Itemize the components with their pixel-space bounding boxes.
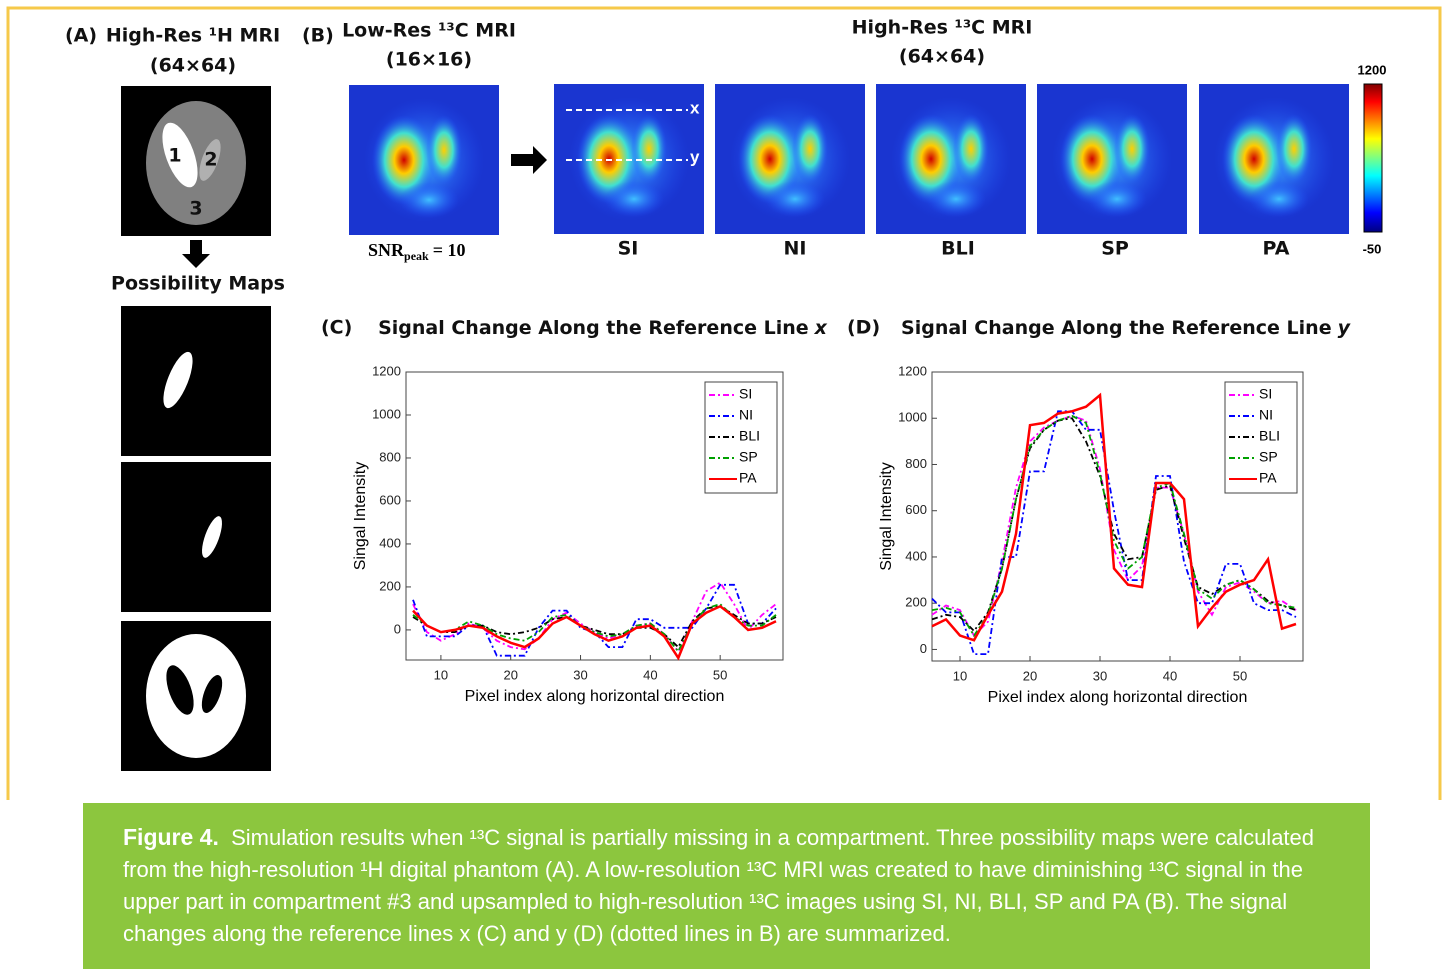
y-tick-label: 400 (905, 548, 927, 563)
possibility-map (121, 462, 271, 612)
method-label: SI (618, 238, 639, 260)
legend-label: PA (739, 470, 757, 486)
y-tick-label: 800 (905, 456, 927, 471)
y-tick-label: 200 (905, 595, 927, 610)
panel-title: High-Res ¹H MRI (106, 25, 280, 47)
title-var: x (814, 317, 828, 339)
x-tick-label: 30 (573, 667, 587, 682)
snr-label: SNRpeak= 10 (368, 240, 465, 263)
x-tick-label: 50 (713, 667, 727, 682)
y-tick-label: 600 (905, 502, 927, 517)
legend-label: NI (1259, 407, 1273, 423)
panel-label: (D) (847, 317, 880, 339)
y-tick-label: 0 (920, 641, 927, 656)
y-tick-label: 0 (394, 621, 401, 636)
mri-image (1037, 84, 1187, 234)
panel-title: High-Res ¹³C MRI (852, 17, 1033, 39)
legend-label: SI (1259, 386, 1272, 402)
method-label: NI (784, 238, 807, 260)
y-tick-label: 1200 (898, 363, 927, 378)
method-label: BLI (941, 238, 975, 260)
panel-label: (C) (321, 317, 352, 339)
panel-title: Low-Res ¹³C MRI (342, 20, 516, 42)
arrow (182, 240, 210, 268)
x-tick-label: 20 (503, 667, 517, 682)
colorbar-max: 1200 (1358, 62, 1387, 77)
y-tick-label: 800 (379, 449, 401, 464)
y-tick-label: 1200 (372, 363, 401, 378)
x-tick-label: 10 (434, 667, 448, 682)
panel-label: (B) (302, 25, 334, 47)
method-label: PA (1263, 238, 1290, 260)
caption-label: Figure 4. (123, 824, 219, 850)
y-axis-label: Singal Intensity (352, 462, 369, 571)
x-tick-label: 30 (1093, 668, 1107, 683)
mri-image (715, 84, 865, 234)
chart-title: Signal Change Along the Reference Line y (901, 317, 1352, 339)
y-tick-label: 1000 (372, 406, 401, 421)
caption: Figure 4. Simulation results when ¹³C si… (83, 803, 1370, 969)
y-tick-label: 200 (379, 578, 401, 593)
x-tick-label: 20 (1023, 668, 1037, 683)
mri-image (349, 85, 499, 235)
x-tick-label: 40 (1163, 668, 1177, 683)
region-label: 2 (204, 149, 217, 171)
colorbar (1364, 84, 1382, 232)
method-label: SP (1101, 238, 1129, 260)
panel-subtitle: (64×64) (899, 46, 985, 68)
line-label: x (690, 98, 700, 117)
region-label: 3 (189, 198, 202, 220)
x-axis-label: Pixel index along horizontal direction (465, 688, 725, 705)
y-tick-label: 400 (379, 535, 401, 550)
page: (A) High-Res ¹H MRI (64×64) 1 2 3 Possib… (0, 0, 1449, 969)
title-text: Signal Change Along the Reference Line (901, 317, 1332, 339)
phantom: 1 2 3 (121, 86, 271, 236)
region-label: 1 (168, 145, 181, 167)
panel-subtitle: (16×16) (386, 49, 472, 71)
arrow (511, 146, 547, 174)
title-text: Signal Change Along the Reference Line (378, 317, 809, 339)
legend-label: BLI (1259, 428, 1280, 444)
legend-label: BLI (739, 428, 760, 444)
line-label: y (690, 147, 700, 166)
y-axis-label: Singal Intensity (878, 462, 895, 571)
legend-label: SP (1259, 449, 1278, 465)
x-tick-label: 10 (953, 668, 967, 683)
x-tick-label: 50 (1233, 668, 1247, 683)
legend-label: NI (739, 407, 753, 423)
x-tick-label: 40 (643, 667, 657, 682)
panel-subtitle: (64×64) (150, 55, 236, 77)
y-tick-label: 600 (379, 492, 401, 507)
legend-label: SI (739, 386, 752, 402)
colorbar-min: -50 (1363, 241, 1382, 256)
possibility-map (121, 306, 271, 456)
figure: (A) High-Res ¹H MRI (64×64) 1 2 3 Possib… (0, 0, 1449, 800)
possibility-map (121, 621, 271, 771)
mri-image (876, 84, 1026, 234)
mri-image (1199, 84, 1349, 234)
y-tick-label: 1000 (898, 410, 927, 425)
maps-title: Possibility Maps (111, 273, 285, 295)
title-var: y (1338, 317, 1352, 339)
legend-label: SP (739, 449, 758, 465)
caption-text: Simulation results when ¹³C signal is pa… (123, 825, 1314, 946)
legend-label: PA (1259, 470, 1277, 486)
panel-label: (A) (65, 25, 97, 47)
x-axis-label: Pixel index along horizontal direction (988, 689, 1248, 706)
